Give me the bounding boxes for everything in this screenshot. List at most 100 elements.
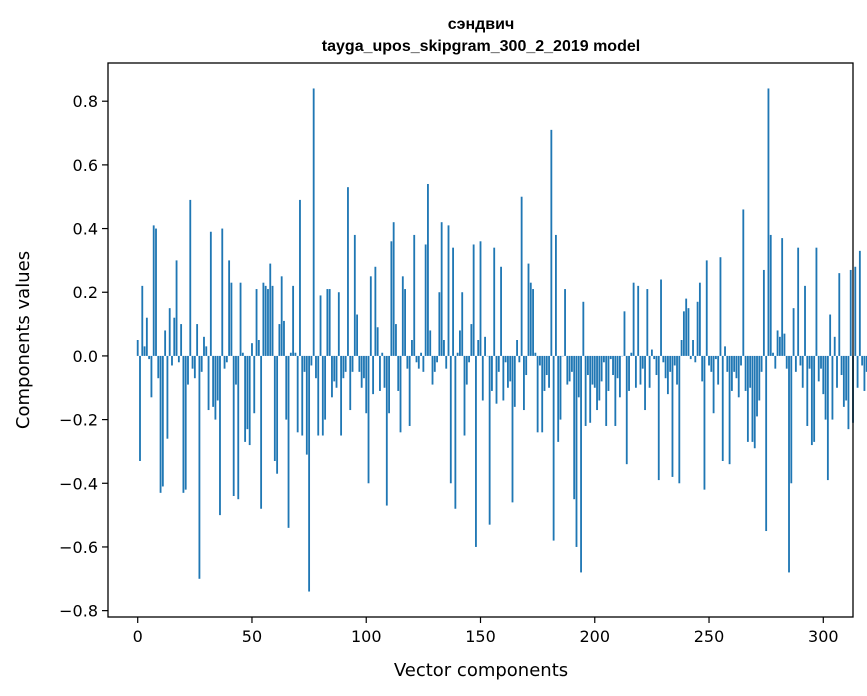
bar [168, 308, 171, 356]
bar [264, 285, 267, 356]
bar [568, 355, 571, 382]
bar [171, 355, 173, 366]
bar [376, 327, 379, 356]
x-tick-label: 50 [242, 627, 262, 646]
bar [641, 355, 644, 369]
bar [136, 340, 139, 356]
y-tick-label: 0.2 [73, 283, 98, 302]
bar [698, 282, 701, 356]
bar [481, 355, 484, 401]
bar [525, 355, 528, 376]
bar [408, 355, 411, 426]
bar [591, 355, 594, 385]
bar [539, 355, 541, 366]
bar [589, 355, 592, 423]
bar [712, 355, 715, 414]
bar [820, 355, 822, 369]
bar [141, 285, 144, 356]
bar [559, 355, 562, 420]
bar [689, 355, 692, 360]
bar [422, 355, 425, 372]
bar [584, 355, 587, 426]
x-tick-label: 300 [808, 627, 839, 646]
bar [484, 336, 486, 356]
bar [650, 349, 653, 356]
bar [493, 247, 496, 356]
bar [198, 355, 201, 579]
bar [602, 355, 605, 363]
bar [292, 285, 295, 356]
bar [760, 355, 763, 372]
bar [228, 260, 231, 356]
bar [159, 355, 162, 493]
bar [858, 250, 861, 356]
bar [344, 355, 347, 372]
bar [152, 225, 155, 356]
bar [518, 355, 521, 363]
bar [836, 355, 838, 388]
bar [824, 355, 827, 420]
bar [372, 355, 375, 395]
bar [420, 352, 422, 356]
bar [529, 282, 532, 356]
bar [349, 355, 352, 411]
bar [278, 324, 281, 356]
bar [548, 355, 550, 388]
bar [504, 355, 507, 363]
bar [271, 285, 274, 356]
bar [180, 324, 183, 356]
bar [794, 355, 797, 372]
bar [283, 320, 285, 356]
bar [511, 355, 514, 503]
bar [397, 355, 400, 391]
bar [356, 314, 359, 356]
bar [221, 228, 224, 356]
bar [532, 289, 534, 356]
bar [491, 355, 493, 391]
bar [746, 355, 749, 442]
bar [276, 355, 279, 474]
bar [783, 333, 786, 356]
bar [735, 355, 738, 379]
bar [390, 241, 393, 356]
bar [353, 234, 356, 356]
bar [753, 355, 756, 449]
bar [728, 355, 731, 465]
bar [765, 355, 768, 532]
bar [299, 199, 301, 356]
bar [187, 355, 189, 385]
bar [596, 355, 598, 411]
bar [223, 355, 226, 369]
bar [404, 289, 406, 356]
bar [573, 355, 576, 500]
bar [687, 308, 690, 356]
x-axis-label: Vector components [394, 660, 568, 681]
bar [216, 355, 219, 401]
bar [395, 324, 397, 356]
bar [342, 355, 345, 379]
bar [714, 355, 717, 360]
bar [417, 355, 420, 369]
bar [235, 355, 237, 385]
x-tick-label: 150 [465, 627, 496, 646]
y-tick-label: −0.8 [59, 602, 98, 621]
bar [566, 355, 569, 385]
bar [273, 355, 276, 461]
bar [586, 355, 589, 376]
bar [230, 282, 233, 356]
bar [678, 355, 681, 484]
bar [854, 266, 857, 356]
bar [790, 355, 793, 484]
bar [792, 308, 795, 356]
bar [468, 355, 470, 363]
bar [164, 330, 167, 356]
bar [459, 330, 461, 356]
bar [347, 187, 349, 356]
bar [438, 292, 441, 356]
bar [749, 355, 752, 388]
y-tick-label: 0.4 [73, 220, 98, 239]
bar [374, 266, 377, 356]
bar [829, 314, 832, 356]
bar [205, 346, 208, 356]
